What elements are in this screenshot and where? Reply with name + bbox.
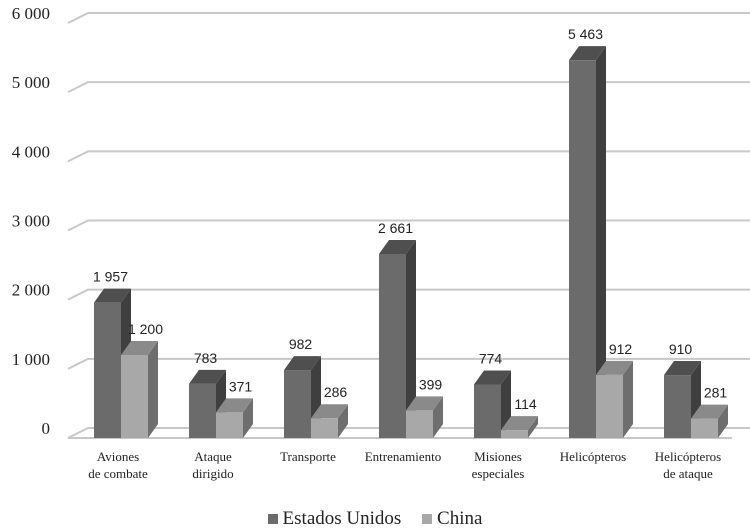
bar-top [569,46,606,61]
data-label: 910 [669,341,693,357]
x-tick-label-line: Misiones [474,449,522,464]
bar-side [406,239,416,438]
x-tick-label: Ataque dirigido [192,449,233,481]
gridline [67,357,750,370]
bar-estados-unidos [284,370,311,438]
gridline [67,12,750,24]
x-axis-labels: Aviones de combate Ataque dirigido Transport… [88,449,721,481]
gridline [67,81,750,94]
x-tick-label-line: Aviones [97,449,139,464]
legend-swatch-china [422,514,433,524]
x-tick-label: Entrenamiento [365,449,442,464]
x-tick-label-line: Ataque [194,449,232,464]
x-tick-label: Helicópteros de ataque [655,449,721,481]
data-label: 114 [514,396,537,412]
bar-side [718,404,728,438]
bar-side [623,360,633,438]
gridline [67,288,750,301]
data-label: 774 [479,350,503,366]
bar-china [406,410,433,438]
bar-top [121,341,158,355]
gridlines [67,12,750,439]
bar-top [664,361,701,376]
legend-item-china: China [422,508,482,530]
x-tick-label: Misiones especiales [472,449,525,481]
data-labels: 1 957 1 200 783 371 982 286 2 661 399 774 114 5 46… [93,26,727,412]
data-label: 399 [419,376,443,392]
y-axis-ticks: 0 1 000 2 000 3 000 4 000 5 000 6 000 [12,4,50,438]
bar-estados-unidos [664,375,691,438]
x-tick-label: Helicópteros [560,449,626,464]
bar-side [148,341,158,438]
data-label: 281 [704,385,728,401]
x-tick-label-line: Entrenamiento [365,449,442,464]
gridline [67,219,750,232]
data-label: 2 661 [378,220,413,236]
y-tick-label: 0 [42,419,51,438]
legend-swatch-estados-unidos [267,514,278,524]
bar-china [216,412,243,438]
x-tick-label-line: Helicópteros [560,449,626,464]
data-label: 912 [609,341,633,357]
bar-side [433,396,443,438]
bar-top [406,396,443,411]
bar-estados-unidos [569,60,596,439]
bar-top [691,404,728,419]
x-tick-label-line: de combate [88,466,148,481]
bar-top [501,416,538,431]
y-tick-label: 2 000 [12,281,50,300]
x-tick-label-line: Helicópteros [655,449,721,464]
bar-side [528,416,538,438]
bar-estados-unidos [189,383,216,438]
x-tick-label: Aviones de combate [88,449,148,481]
bar-top [94,288,131,303]
bar-side [338,404,348,438]
bar-china [121,355,148,438]
bar-estados-unidos [474,384,501,438]
x-tick-label-line: dirigido [192,466,233,481]
bar-top [474,370,511,385]
gridline [67,150,750,163]
bar-top [379,239,416,254]
data-label: 1 200 [128,321,163,337]
legend-label-estados-unidos: Estados Unidos [282,508,402,529]
legend: Estados Unidos China [0,508,750,530]
x-tick-label-line: de ataque [663,466,713,481]
bar-top [596,360,633,375]
y-tick-label: 6 000 [12,4,50,23]
bar-china [596,374,623,438]
bar-side [243,398,253,438]
bars [94,46,728,439]
legend-item-estados-unidos: Estados Unidos [267,508,402,530]
bar-top [311,404,348,419]
y-tick-label: 3 000 [12,212,50,231]
data-label: 982 [289,336,313,352]
data-label: 286 [324,384,348,400]
data-label: 783 [194,350,218,366]
bar-estados-unidos [379,253,406,438]
bar-top [284,356,321,371]
bar-china [311,418,338,438]
y-tick-label: 4 000 [12,142,50,161]
bar-china [501,430,528,438]
bar-top [189,369,226,384]
x-tick-label-line: Transporte [280,449,336,464]
y-tick-label: 5 000 [12,73,50,92]
data-label: 5 463 [568,26,603,42]
bar-estados-unidos [94,302,121,438]
y-tick-label: 1 000 [12,350,50,369]
x-tick-label-line: especiales [472,466,525,481]
bar-top [216,398,253,413]
legend-label-china: China [437,508,483,529]
data-label: 371 [229,378,253,394]
x-tick-label: Transporte [280,449,336,464]
data-label: 1 957 [93,269,128,285]
bar-side [596,46,606,438]
bar-china [691,418,718,438]
